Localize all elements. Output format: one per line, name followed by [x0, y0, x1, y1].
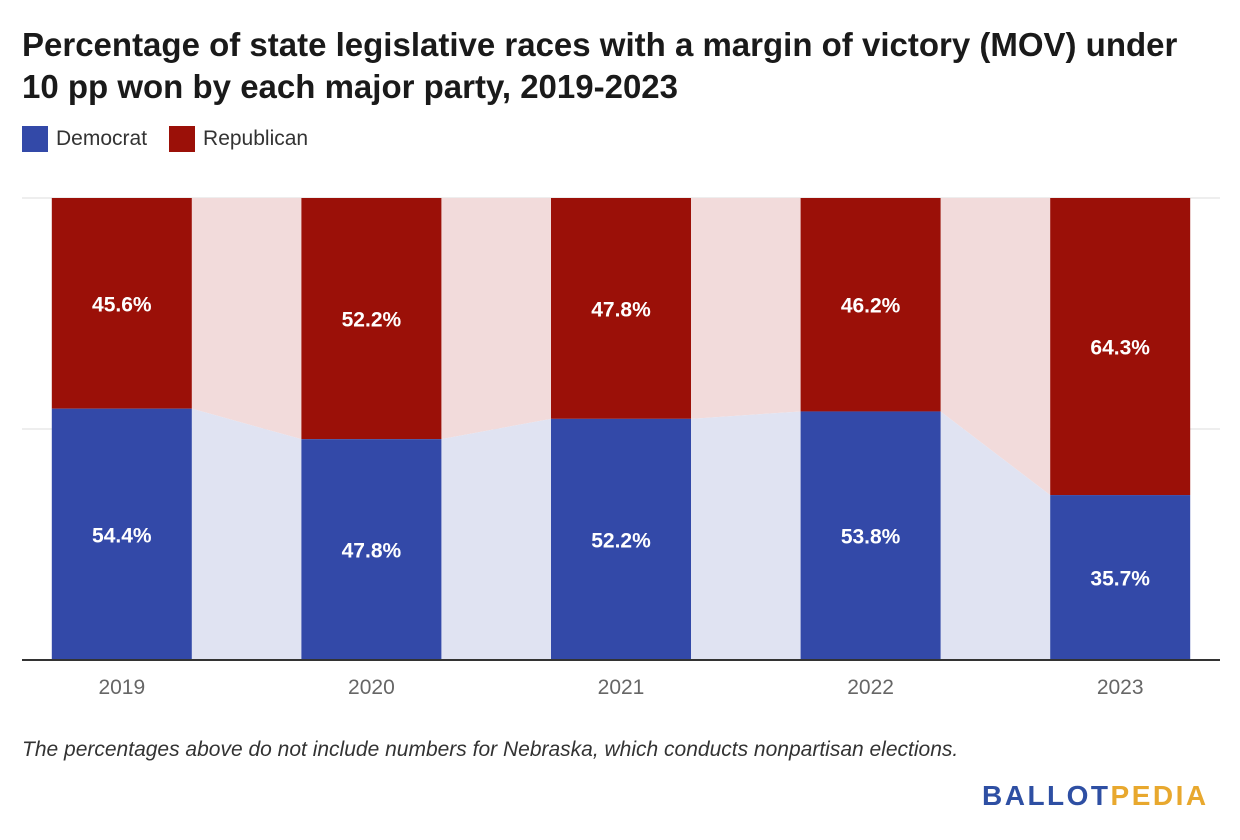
data-label-democrat: 53.8%: [841, 526, 901, 549]
legend-swatch-republican: [169, 126, 196, 152]
bar-democrat: [51, 408, 192, 660]
democrat-connector-band: [940, 411, 1051, 660]
logo-part-pedia: PEDIA: [1110, 780, 1209, 811]
x-tick-label: 2022: [847, 676, 894, 699]
republican-connector-band: [441, 198, 551, 440]
data-label-republican: 52.2%: [342, 309, 402, 332]
bar-democrat: [551, 418, 691, 660]
legend-label-democrat: Democrat: [56, 127, 148, 150]
data-label-democrat: 35.7%: [1090, 568, 1150, 591]
legend-item-democrat: Democrat: [22, 126, 147, 152]
chart-footnote: The percentages above do not include num…: [22, 738, 959, 761]
bar-democrat: [800, 411, 941, 660]
data-label-republican: 45.6%: [92, 293, 152, 316]
logo-part-ballot: BALLOT: [982, 780, 1111, 811]
data-label-republican: 47.8%: [591, 298, 651, 321]
bar-republican: [800, 198, 941, 412]
democrat-connector-band: [191, 408, 302, 660]
democrat-connector-band: [691, 411, 801, 660]
legend-item-republican: Republican: [169, 126, 308, 152]
chart-legend: Democrat Republican: [22, 126, 330, 152]
chart-title: Percentage of state legislative races wi…: [22, 26, 1178, 105]
data-label-democrat: 47.8%: [342, 540, 402, 563]
x-tick-label: 2021: [598, 676, 645, 699]
x-tick-label: 2019: [98, 676, 145, 699]
bar-republican: [51, 198, 192, 409]
data-label-democrat: 52.2%: [591, 529, 651, 552]
data-label-republican: 64.3%: [1090, 337, 1150, 360]
bar-democrat: [1050, 495, 1191, 660]
data-label-democrat: 54.4%: [92, 524, 152, 547]
republican-connector-band: [691, 198, 801, 419]
bar-democrat: [301, 439, 442, 660]
legend-label-republican: Republican: [203, 127, 309, 150]
republican-connector-band: [191, 198, 302, 440]
bar-republican: [1050, 198, 1191, 496]
x-tick-label: 2020: [348, 676, 395, 699]
x-tick-label: 2023: [1097, 676, 1144, 699]
bar-republican: [301, 198, 442, 440]
data-label-republican: 46.2%: [841, 295, 901, 318]
ballotpedia-logo: BALLOTPEDIA: [982, 780, 1209, 812]
democrat-connector-band: [441, 418, 551, 660]
legend-swatch-democrat: [22, 126, 48, 152]
republican-connector-band: [940, 198, 1051, 496]
bar-republican: [551, 198, 691, 419]
